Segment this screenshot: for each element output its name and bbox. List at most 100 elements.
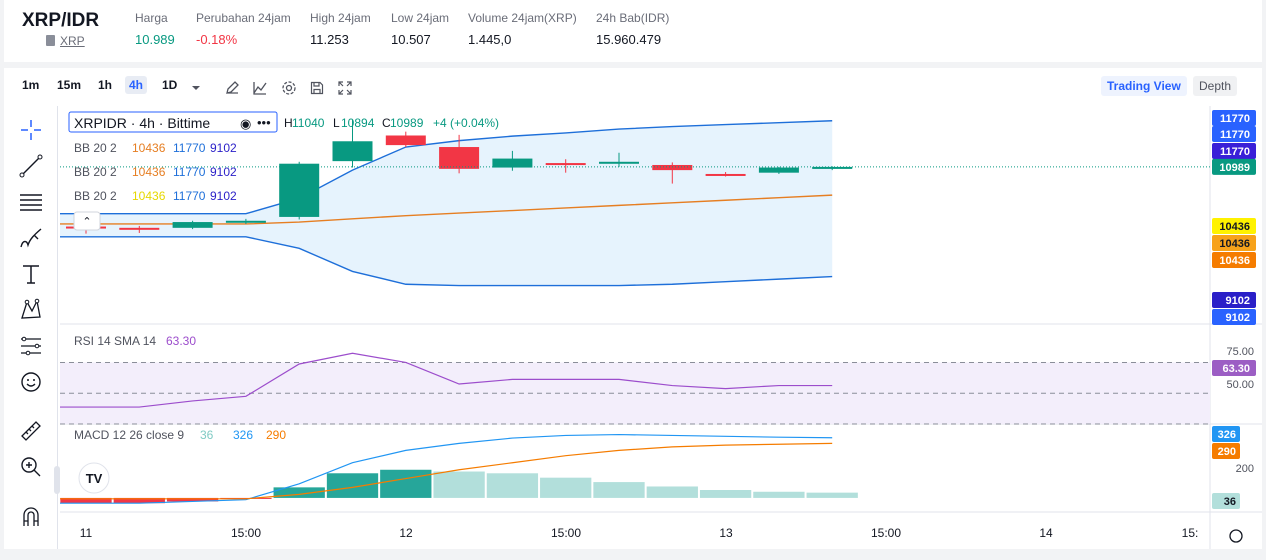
chevron-up-icon: ⌃ xyxy=(82,216,91,228)
crosshair-icon[interactable] xyxy=(18,117,44,143)
macd-hist-bar xyxy=(273,487,325,498)
bb-legend-upper: 11770 xyxy=(173,165,206,179)
candle-body xyxy=(492,158,533,168)
candle-body xyxy=(439,147,480,169)
tradingview-logo xyxy=(78,462,110,494)
tf-1h[interactable]: 1h xyxy=(98,78,113,92)
tf-1m[interactable]: 1m xyxy=(22,78,40,92)
macd-hist-bar xyxy=(433,471,485,498)
macd-hist-bar xyxy=(699,490,752,498)
toolbar-collapse-handle[interactable] xyxy=(54,466,60,494)
price-tag-label: 10989 xyxy=(1219,162,1250,174)
chevron-down-icon[interactable] xyxy=(188,80,204,96)
stat-label: Low 24jam xyxy=(391,11,450,25)
rsi-tag-label: 63.30 xyxy=(1222,363,1250,375)
price-change: +4 (+0.04%) xyxy=(433,116,499,130)
stat-value: 1.445,0 xyxy=(468,32,512,47)
price-tag xyxy=(1212,309,1256,325)
tradingview-logo-text: TV xyxy=(86,471,103,486)
time-tick: 15:00 xyxy=(551,526,581,540)
fullscreen-icon[interactable] xyxy=(337,80,353,96)
price-tag xyxy=(1212,252,1256,268)
pencil-icon[interactable] xyxy=(224,80,240,96)
tf-4h[interactable]: 4h xyxy=(125,76,148,94)
measure-lines-icon[interactable] xyxy=(18,333,44,359)
candle-body xyxy=(225,220,266,223)
zoom-in-icon[interactable] xyxy=(18,454,44,480)
bb-lower-line xyxy=(60,236,833,287)
pair-title: XRP/IDR xyxy=(22,10,100,31)
tab-depth[interactable]: Depth xyxy=(1193,76,1238,96)
tf-15m[interactable]: 15m xyxy=(57,78,82,92)
rsi-legend-value: 63.30 xyxy=(166,334,196,348)
candle-body xyxy=(332,141,373,162)
price-tag xyxy=(1212,292,1256,308)
macd-hist-bar xyxy=(806,492,858,498)
bb-legend-lower: 9102 xyxy=(210,141,237,155)
text-icon[interactable] xyxy=(18,261,44,287)
stat-volume: Volume 24jam(XRP) 1.445,0 xyxy=(468,11,577,47)
ohlc-prefix: H xyxy=(284,116,293,130)
gear-icon[interactable] xyxy=(281,80,297,96)
candle-body xyxy=(812,166,853,169)
macd-tag-label: 36 xyxy=(1224,496,1236,508)
bb-legend-middle: 10436 xyxy=(132,189,166,203)
bb-legend-name: BB 20 2 xyxy=(74,189,117,203)
macd-tick: 200 xyxy=(1236,463,1254,475)
macd-hist-bar xyxy=(486,473,539,498)
tab-trading-view[interactable]: Trading View xyxy=(1101,76,1187,96)
bb-legend-upper: 11770 xyxy=(173,141,206,155)
more-menu-icon: ••• xyxy=(257,115,271,130)
time-tick: 15:00 xyxy=(871,526,901,540)
bb-legend-name: BB 20 2 xyxy=(74,141,117,155)
bb-upper-line xyxy=(60,120,833,215)
candle-body xyxy=(599,161,639,164)
macd-legend-value: 326 xyxy=(233,428,253,442)
stat-label: High 24jam xyxy=(310,11,371,25)
stat-label: 24h Bab(IDR) xyxy=(596,11,670,25)
stat-label: Perubahan 24jam xyxy=(196,11,291,25)
tf-1d[interactable]: 1D xyxy=(162,78,178,92)
time-tick: 11 xyxy=(80,526,93,540)
ohlc-prefix: C xyxy=(382,116,391,130)
macd-legend-value: 290 xyxy=(266,428,286,442)
magnet-icon[interactable] xyxy=(18,504,44,530)
candle-body xyxy=(385,135,426,146)
ohlc-value: 11040 xyxy=(292,116,325,130)
pattern-icon[interactable] xyxy=(18,297,44,323)
chart-canvas[interactable]: TV 11770 11770 11770 10989 10436 10436 10436 91… xyxy=(60,106,1262,549)
price-tag xyxy=(1212,126,1256,142)
rsi-legend-name: RSI 14 SMA 14 xyxy=(74,334,156,348)
bb-legend-middle: 10436 xyxy=(132,165,166,179)
candle-body xyxy=(758,167,799,173)
macd-hist-bar xyxy=(646,486,698,498)
emoji-icon[interactable] xyxy=(18,369,44,395)
trend-line-icon[interactable] xyxy=(18,153,44,179)
price-tag-label: 10436 xyxy=(1219,255,1250,267)
price-tag-label: 10436 xyxy=(1219,221,1250,233)
chart-toolbar: 1m 15m 1h 4h 1D Trading View Depth xyxy=(4,68,1262,106)
symbol-label: XRPIDR · 4h · Bittime xyxy=(74,115,210,131)
stat-value: -0.18% xyxy=(196,32,238,47)
stat-value: 10.507 xyxy=(391,32,431,47)
rsi-tag xyxy=(1212,360,1256,376)
ruler-icon[interactable] xyxy=(18,418,44,444)
macd-tag xyxy=(1212,426,1240,442)
horizontal-lines-icon[interactable] xyxy=(18,189,44,215)
macd-legend-name: MACD 12 26 close 9 xyxy=(74,428,184,442)
price-tag-label: 11770 xyxy=(1220,129,1250,141)
coin-link[interactable]: XRP xyxy=(46,34,85,48)
save-icon[interactable] xyxy=(309,80,325,96)
settings-gear-icon xyxy=(1229,529,1243,543)
macd-hist-bar xyxy=(113,497,165,504)
chart-container: 1m 15m 1h 4h 1D Trading View Depth TV 1 xyxy=(4,68,1262,549)
macd-hist-bar xyxy=(593,482,645,498)
macd-tag-label: 326 xyxy=(1218,429,1236,441)
macd-tag-label: 290 xyxy=(1218,446,1236,458)
rsi-tick: 75.00 xyxy=(1226,346,1254,358)
bb-legend-name: BB 20 2 xyxy=(74,165,117,179)
stat-low: Low 24jam 10.507 xyxy=(391,11,449,47)
brush-icon[interactable] xyxy=(18,225,44,251)
bb-legend-lower: 9102 xyxy=(210,189,237,203)
indicator-icon[interactable] xyxy=(252,80,268,96)
